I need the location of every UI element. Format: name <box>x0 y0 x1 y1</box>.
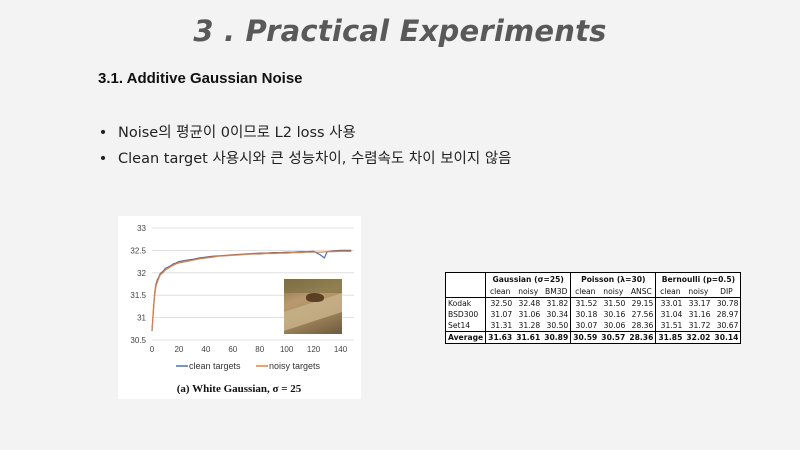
bullet-dot-icon: • <box>98 151 108 167</box>
table-cell: 30.57 <box>599 331 628 344</box>
photo-deer <box>306 293 324 302</box>
table-cell: 32.48 <box>518 299 541 308</box>
table-subheader: clean <box>655 286 685 298</box>
slide-title: 3 . Practical Experiments <box>193 14 607 48</box>
table-subheader: BM3D <box>542 286 572 298</box>
bullet-text: Clean target 사용시와 큰 성능차이, 수렴속도 차이 보이지 않음 <box>118 151 512 167</box>
table-subheader: noisy <box>599 286 628 298</box>
chart-x-tick-label: 120 <box>307 345 321 354</box>
table-subheader: noisy <box>684 286 713 298</box>
results-table: Gaussian (σ=25) Poisson (λ=30) Bernoulli… <box>444 272 742 344</box>
sample-photo-deer <box>284 279 342 334</box>
training-curve-chart: 30.5 31 31.5 32 32.5 33 0 20 40 60 80 100 120 140 clea… <box>130 224 354 395</box>
photo-grass <box>284 279 342 293</box>
table-row: BSD300 31.07 31.06 30.34 30.18 30.16 27.… <box>444 309 742 320</box>
table-subheader: clean <box>570 286 600 298</box>
table-cell: 31.04 <box>660 310 683 319</box>
bullet-item: • Clean target 사용시와 큰 성능차이, 수렴속도 차이 보이지 … <box>98 148 512 174</box>
bullet-text: Noise의 평균이 0이므로 L2 loss 사용 <box>118 125 356 141</box>
chart-x-tick-label: 20 <box>174 345 183 354</box>
chart-x-tick-label: 140 <box>334 345 348 354</box>
table-cell: 31.07 <box>490 310 513 319</box>
bullet-dot-icon: • <box>98 125 108 141</box>
table-cell: 28.97 <box>712 309 742 320</box>
table-cell: 30.07 <box>575 321 598 330</box>
table-cell: 33.17 <box>688 299 711 308</box>
table-average-row: Average 31.63 31.61 30.89 30.59 30.57 28… <box>444 331 742 344</box>
table-cell: 31.28 <box>518 321 541 330</box>
table-group-header: Gaussian (σ=25) <box>485 272 572 286</box>
chart-y-tick-label: 31.5 <box>130 291 146 300</box>
table-subheader-row: clean noisy BM3D clean noisy ANSC clean … <box>444 286 742 298</box>
table-cell: 31.50 <box>603 299 626 308</box>
table-cell: 31.63 <box>485 331 515 344</box>
bullet-item: • Noise의 평균이 0이므로 L2 loss 사용 <box>98 122 512 148</box>
table-subheader: noisy <box>514 286 543 298</box>
table-corner-cell <box>444 286 487 298</box>
chart-x-tick-label: 0 <box>150 345 155 354</box>
training-curve-figure: 30.5 31 31.5 32 32.5 33 0 20 40 60 80 100 120 140 clea… <box>118 216 361 399</box>
table-cell: 30.50 <box>542 320 572 332</box>
table-cell: 31.72 <box>688 321 711 330</box>
bullet-list: • Noise의 평균이 0이므로 L2 loss 사용 • Clean tar… <box>98 122 512 174</box>
chart-x-tick-label: 80 <box>255 345 264 354</box>
table-cell: 31.16 <box>688 310 711 319</box>
table-row-label: Kodak <box>444 297 487 309</box>
table-row-label: BSD300 <box>444 309 487 320</box>
table-cell: 33.01 <box>660 299 683 308</box>
chart-y-tick-label: 30.5 <box>130 336 146 345</box>
chart-y-tick-label: 31 <box>137 314 146 323</box>
table-row-label: Set14 <box>444 320 487 332</box>
table-subheader: ANSC <box>627 286 657 298</box>
table-cell: 31.52 <box>575 299 598 308</box>
table-cell: 32.50 <box>490 299 513 308</box>
table-cell: 31.51 <box>660 321 683 330</box>
table-row: Set14 31.31 31.28 30.50 30.07 30.06 28.3… <box>444 320 742 332</box>
table-cell: 30.16 <box>603 310 626 319</box>
chart-y-tick-label: 32.5 <box>130 246 146 255</box>
table-subheader: clean <box>485 286 515 298</box>
table-cell: 30.34 <box>542 309 572 320</box>
table-cell: 31.82 <box>542 297 572 309</box>
table-row: Kodak 32.50 32.48 31.82 31.52 31.50 29.1… <box>444 297 742 309</box>
chart-x-tick-label: 60 <box>228 345 237 354</box>
table-group-header: Poisson (λ=30) <box>570 272 657 286</box>
table-cell: 32.02 <box>684 331 713 344</box>
chart-y-tick-label: 32 <box>137 269 146 278</box>
table-corner-cell <box>444 272 487 286</box>
chart-x-tick-label: 40 <box>201 345 210 354</box>
table-cell: 29.15 <box>627 297 657 309</box>
table-cell: 31.61 <box>514 331 543 344</box>
table-group-header-row: Gaussian (σ=25) Poisson (λ=30) Bernoulli… <box>444 272 742 286</box>
table-cell: 31.31 <box>490 321 513 330</box>
table-group-header: Bernoulli (p=0.5) <box>655 272 742 286</box>
chart-caption: (a) White Gaussian, σ = 25 <box>177 383 302 395</box>
table-cell: 27.56 <box>627 309 657 320</box>
chart-y-tick-label: 33 <box>137 224 146 233</box>
chart-legend-label: clean targets <box>189 361 241 371</box>
table-cell: 30.78 <box>712 297 742 309</box>
chart-legend-label: noisy targets <box>269 361 321 371</box>
section-heading: 3.1. Additive Gaussian Noise <box>98 70 303 87</box>
table-cell: 28.36 <box>627 320 657 332</box>
table-cell: 30.18 <box>575 310 598 319</box>
table-cell: 30.89 <box>542 331 572 344</box>
table-cell: 31.85 <box>655 331 685 344</box>
chart-series-line-noisy <box>151 250 352 331</box>
table-cell: 30.59 <box>570 331 600 344</box>
table-row-label: Average <box>444 331 487 344</box>
table-cell: 30.06 <box>603 321 626 330</box>
table-cell: 28.36 <box>627 331 657 344</box>
table-subheader: DIP <box>712 286 742 298</box>
table-cell: 31.06 <box>518 310 541 319</box>
chart-x-tick-label: 100 <box>280 345 294 354</box>
table-cell: 30.14 <box>712 331 742 344</box>
table-cell: 30.67 <box>712 320 742 332</box>
